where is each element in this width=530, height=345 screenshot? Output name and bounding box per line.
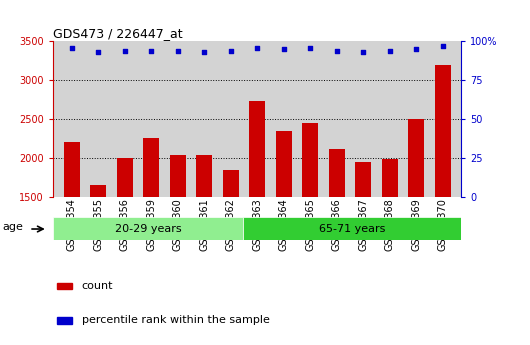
- Bar: [276, 131, 292, 313]
- Text: GDS473 / 226447_at: GDS473 / 226447_at: [53, 27, 183, 40]
- Text: 65-71 years: 65-71 years: [319, 224, 385, 234]
- Point: [147, 48, 155, 53]
- Bar: [57, 317, 72, 324]
- Bar: [143, 138, 159, 313]
- Point: [332, 48, 341, 53]
- Point: [94, 49, 102, 55]
- Bar: [243, 217, 461, 240]
- Text: count: count: [82, 280, 113, 290]
- Bar: [408, 119, 424, 313]
- Text: percentile rank within the sample: percentile rank within the sample: [82, 315, 269, 325]
- Point: [385, 48, 394, 53]
- Point: [412, 47, 420, 52]
- Point: [120, 48, 129, 53]
- Bar: [90, 185, 106, 313]
- Point: [438, 43, 447, 49]
- Point: [253, 45, 261, 50]
- Bar: [170, 155, 185, 313]
- Bar: [302, 123, 318, 313]
- Point: [226, 48, 235, 53]
- Point: [359, 49, 367, 55]
- Point: [200, 49, 208, 55]
- Bar: [249, 101, 265, 313]
- Bar: [196, 155, 212, 313]
- Bar: [329, 149, 345, 313]
- Text: age: age: [3, 223, 23, 233]
- Bar: [117, 158, 132, 313]
- Bar: [64, 141, 80, 313]
- Bar: [382, 159, 398, 313]
- Bar: [53, 217, 243, 240]
- Point: [306, 45, 314, 50]
- Bar: [223, 170, 238, 313]
- Bar: [57, 283, 72, 289]
- Point: [67, 45, 76, 50]
- Point: [279, 47, 288, 52]
- Bar: [435, 65, 450, 313]
- Text: 20-29 years: 20-29 years: [115, 224, 182, 234]
- Point: [173, 48, 182, 53]
- Bar: [355, 162, 371, 313]
